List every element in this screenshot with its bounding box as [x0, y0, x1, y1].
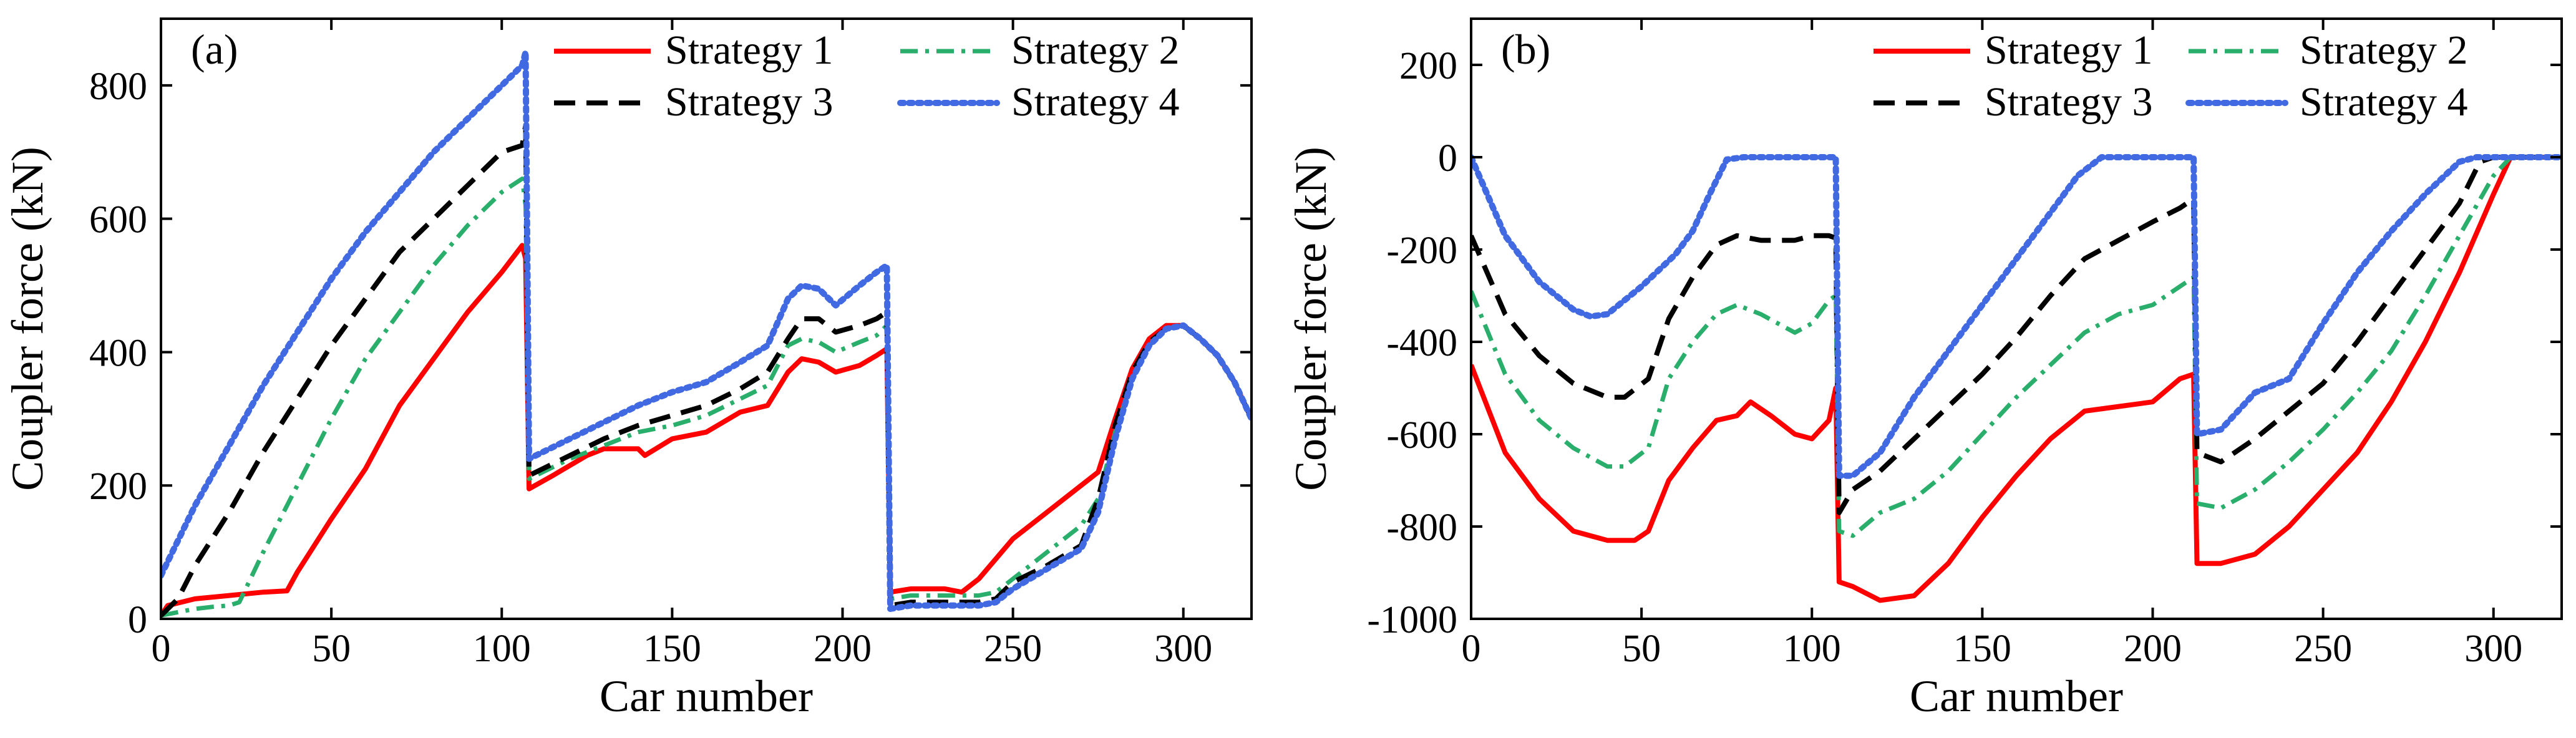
series-line-strategy-3: [161, 123, 1252, 618]
y-tick-label: 200: [1399, 45, 1457, 87]
x-tick-label: 250: [2294, 628, 2352, 670]
legend-label: Strategy 3: [1985, 79, 2152, 125]
x-tick-label: 0: [152, 628, 171, 670]
y-tick-label: 200: [89, 465, 147, 508]
x-tick-label: 200: [814, 628, 872, 670]
legend-label: Strategy 2: [2300, 27, 2467, 73]
series-line-strategy-1: [1471, 155, 2562, 603]
series-line-strategy-4: [1471, 154, 2562, 479]
y-axis-title: Coupler force (kN): [2, 147, 52, 491]
x-tick-label: 250: [984, 628, 1042, 670]
series-line-strategy-3: [1471, 155, 2562, 515]
y-tick-label: 0: [128, 599, 147, 641]
x-tick-label: 200: [2124, 628, 2182, 670]
series-group: [1471, 154, 2562, 603]
y-tick-label: -200: [1386, 230, 1457, 272]
series-line-strategy-2: [1471, 155, 2562, 538]
y-tick-label: 0: [1438, 137, 1457, 180]
panel-label: (a): [191, 26, 238, 73]
chart-panel-b: 0 50 100 150 200 250 300 -1000 -800 -600 -400 -200 0…: [1286, 17, 2563, 721]
y-tick-label: -600: [1386, 414, 1457, 457]
legend-label: Strategy 2: [1011, 27, 1179, 73]
x-tick-label: 300: [2464, 628, 2522, 670]
series-group: [161, 49, 1252, 618]
x-tick-label: 150: [643, 628, 701, 670]
panel-label: (b): [1501, 26, 1550, 73]
legend-label: Strategy 3: [665, 79, 833, 125]
y-axis-title: Coupler force (kN): [1286, 147, 1336, 491]
legend: Strategy 1 Strategy 2 Strategy 3 Strategy 4: [554, 27, 1179, 125]
legend-label: Strategy 1: [665, 27, 833, 73]
x-tick-label: 100: [473, 628, 531, 670]
y-tick-label: -800: [1386, 507, 1457, 549]
x-axis-title: Car number: [600, 671, 813, 721]
y-tick-label: 800: [89, 66, 147, 108]
series-line-strategy-4: [161, 49, 1252, 612]
y-tick-label: 600: [89, 199, 147, 241]
series-line-strategy-1: [161, 243, 1252, 617]
x-tick-label: 0: [1462, 628, 1481, 670]
x-tick-label: 100: [1783, 628, 1841, 670]
x-tick-label: 300: [1154, 628, 1212, 670]
plot-frame: [1470, 17, 2563, 620]
x-axis-title: Car number: [1910, 671, 2123, 721]
y-tick-label: 400: [89, 332, 147, 374]
legend-label: Strategy 1: [1985, 27, 2152, 73]
y-tick-label: -1000: [1367, 599, 1457, 641]
plot-frame: [160, 17, 1253, 620]
legend-label: Strategy 4: [2300, 79, 2467, 125]
legend-label: Strategy 4: [1011, 79, 1179, 125]
chart-panel-a: 0 50 100 150 200 250 300 0 200 400 600 800 Car numbe…: [2, 17, 1253, 721]
series-line-strategy-2: [161, 177, 1252, 618]
x-tick-label: 50: [312, 628, 351, 670]
y-tick-label: -400: [1386, 322, 1457, 364]
legend: Strategy 1 Strategy 2 Strategy 3 Strategy 4: [1874, 27, 2467, 125]
x-tick-label: 50: [1622, 628, 1661, 670]
x-tick-label: 150: [1953, 628, 2011, 670]
